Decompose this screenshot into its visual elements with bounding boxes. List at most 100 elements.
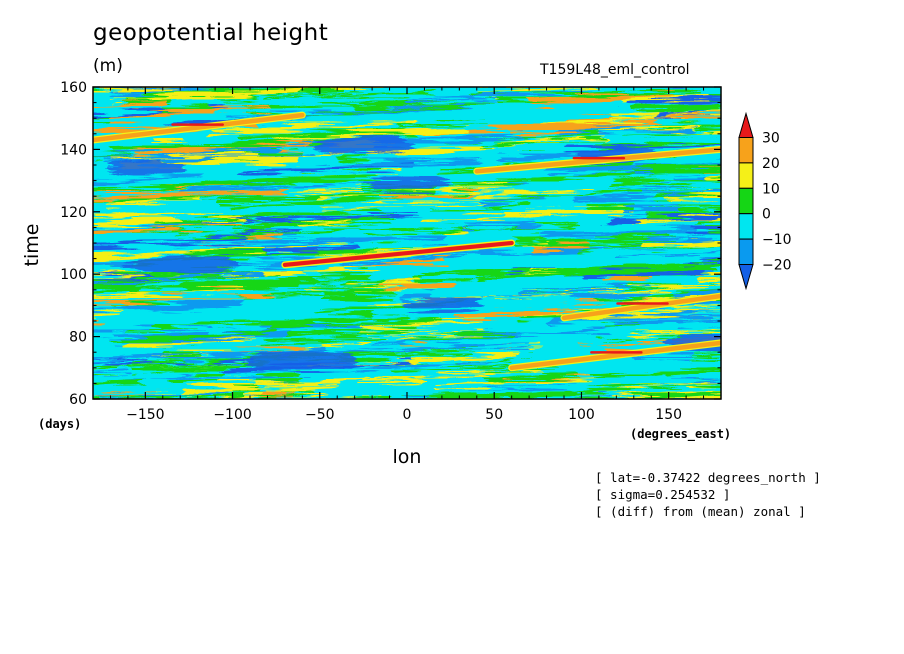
field-stripe xyxy=(645,235,716,242)
field-stripe xyxy=(93,372,128,376)
field-stripe xyxy=(293,87,371,91)
field-stripe xyxy=(369,329,436,335)
field-stripe xyxy=(514,236,543,242)
field-stripe xyxy=(578,245,710,254)
field-stripe xyxy=(542,227,695,240)
field-stripe xyxy=(240,127,407,140)
field-stripe xyxy=(602,276,650,283)
field-stripe xyxy=(93,192,261,204)
field-stripe xyxy=(697,277,721,282)
field-stripe xyxy=(93,326,154,334)
colorbar: 30 20 10 0 −10 −20 xyxy=(738,111,792,291)
y-tick-label: 60 xyxy=(69,392,87,408)
field-stripe xyxy=(632,354,694,362)
colorbar-level-label: 30 xyxy=(762,131,780,147)
field-stripe xyxy=(93,183,204,193)
field-stripe xyxy=(93,284,123,289)
field-stripe xyxy=(210,120,414,135)
field-stripe xyxy=(641,239,721,248)
field-stripe xyxy=(616,251,721,259)
field-stripe xyxy=(255,373,302,381)
field-stripe xyxy=(707,174,721,180)
field-stripe xyxy=(93,353,200,362)
field-stripe xyxy=(601,323,636,330)
field-stripe xyxy=(93,245,263,258)
field-stripe xyxy=(298,282,345,289)
field-stripe xyxy=(320,197,526,210)
field-stripe xyxy=(404,88,592,102)
field-stripe xyxy=(161,173,203,178)
field-stripe xyxy=(322,292,396,301)
field-stripe xyxy=(200,216,246,222)
field-stripe xyxy=(422,213,554,223)
field-stripe xyxy=(153,136,187,141)
colorbar-bottom-arrow xyxy=(738,264,754,291)
annotation-diff: [ (diff) from (mean) zonal ] xyxy=(595,504,806,519)
field-stripe xyxy=(335,369,542,383)
field-stripe xyxy=(678,320,721,326)
colorbar-swatch xyxy=(738,137,754,164)
field-stripe xyxy=(136,276,298,287)
field-stripe xyxy=(642,355,721,363)
field-stripe xyxy=(94,209,219,219)
field-stripe xyxy=(699,167,721,172)
field-stripe xyxy=(345,361,491,371)
field-stripe xyxy=(423,409,589,421)
field-stripe xyxy=(612,177,721,187)
field-stripe xyxy=(595,140,704,149)
field-stripe xyxy=(93,235,248,248)
field-stripe xyxy=(583,267,702,279)
field-stripe xyxy=(591,369,721,379)
field-stripe xyxy=(437,377,597,388)
field-stripe xyxy=(485,141,597,152)
field-stripe xyxy=(126,328,171,333)
field-stripe xyxy=(296,236,394,245)
field-stripe xyxy=(103,58,314,72)
field-stripe xyxy=(401,76,449,80)
field-stripe xyxy=(104,151,313,165)
anomaly-band xyxy=(475,148,721,173)
field-stripe xyxy=(401,293,433,300)
field-stripe xyxy=(93,271,228,281)
field-stripe xyxy=(463,63,634,76)
field-stripe xyxy=(337,156,369,162)
field-stripe xyxy=(509,120,658,133)
field-stripe xyxy=(95,292,274,306)
field-stripe xyxy=(93,258,133,265)
field-stripe xyxy=(93,360,270,372)
field-stripe xyxy=(654,193,721,198)
field-stripe xyxy=(219,188,434,204)
x-axis: −150 −100 −50 0 50 100 150 xyxy=(109,87,705,423)
field-stripe xyxy=(199,216,267,223)
field-stripe xyxy=(131,146,219,155)
field-stripe xyxy=(177,180,382,193)
field-stripe xyxy=(400,343,427,347)
field-stripe xyxy=(184,378,343,392)
field-stripe xyxy=(404,343,531,352)
field-stripe xyxy=(429,204,530,212)
field-stripe xyxy=(624,204,680,212)
field-stripe xyxy=(530,92,676,105)
field-stripe xyxy=(620,131,712,139)
field-stripe xyxy=(107,334,230,344)
field-stripe xyxy=(440,106,648,120)
field-stripe xyxy=(459,298,576,308)
field-stripe xyxy=(691,401,835,413)
field-stripe xyxy=(109,109,217,120)
field-stripe xyxy=(316,186,515,200)
field-stripe xyxy=(705,226,721,231)
field-stripe xyxy=(509,266,552,271)
field-stripe xyxy=(286,129,469,141)
colorbar-swatch xyxy=(738,213,754,240)
field-stripe xyxy=(598,212,721,224)
annotation-sigma: [ sigma=0.254532 ] xyxy=(595,487,731,502)
field-stripe xyxy=(92,410,130,416)
field-stripe xyxy=(381,282,456,291)
field-stripe xyxy=(573,192,705,202)
field-stripe xyxy=(173,347,325,360)
field-stripe xyxy=(262,335,384,346)
y-tick-label: 140 xyxy=(60,142,87,158)
colorbar-swatch xyxy=(738,187,754,215)
field-stripe xyxy=(562,255,721,265)
